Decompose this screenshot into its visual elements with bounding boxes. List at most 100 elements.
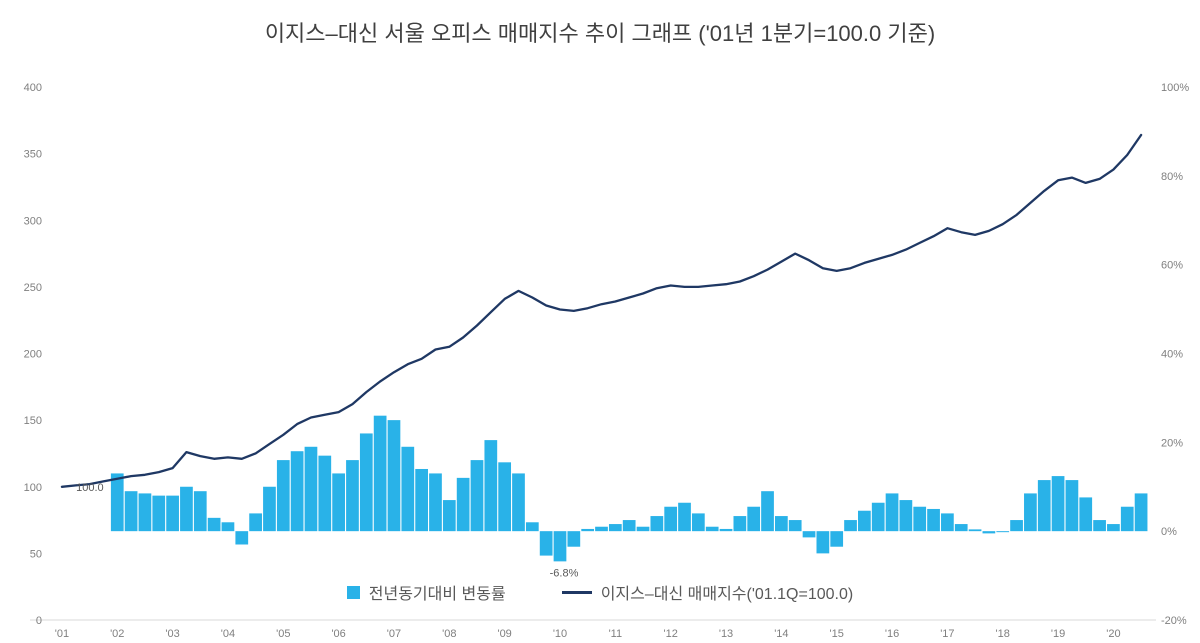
yoy-change-bar [207,517,221,532]
x-axis-tick-label: '10 [553,628,567,640]
right-axis-tick-label: 60% [1161,260,1183,272]
yoy-change-bar [830,531,844,547]
yoy-change-bar [1079,497,1093,532]
yoy-change-bar [1065,480,1079,532]
yoy-change-bar [871,502,885,532]
yoy-change-bar [373,415,387,532]
yoy-change-bar [110,473,124,532]
yoy-change-bar [359,433,373,532]
left-axis-tick-label: 250 [24,282,42,294]
yoy-change-bar [263,486,276,532]
yoy-change-bar [996,531,1010,533]
x-axis-tick-label: '15 [830,628,844,640]
yoy-change-bar [581,528,595,532]
data-annotation: 100.0 [76,482,104,494]
x-axis-tick-label: '08 [442,628,456,640]
yoy-change-bar [152,495,166,532]
yoy-change-bar [719,528,733,532]
yoy-change-bar [885,493,899,532]
yoy-change-bar [1107,524,1120,532]
yoy-change-bar [470,460,484,532]
yoy-change-bar [705,526,719,532]
yoy-change-bar [858,510,871,532]
x-axis-tick-label: '13 [719,628,733,640]
right-axis-tick-label: 40% [1161,349,1183,361]
left-axis-tick-label: 0 [36,615,42,627]
yoy-change-bar [816,531,830,554]
yoy-change-bar [761,491,774,532]
yoy-change-bar [788,520,802,532]
x-axis-tick-label: '20 [1106,628,1120,640]
x-axis-tick-label: '05 [276,628,290,640]
x-axis-tick-label: '11 [609,628,623,640]
right-axis-tick-label: -20% [1161,615,1187,627]
yoy-change-bar [691,513,705,532]
yoy-change-bar [346,460,359,532]
yoy-change-bar [525,522,539,532]
yoy-change-bar [733,516,747,532]
left-axis-tick-label: 400 [24,82,42,94]
yoy-change-bar [678,502,691,532]
x-axis-tick-label: '14 [774,628,788,640]
yoy-change-bar [802,531,816,538]
left-axis-tick-label: 100 [24,482,42,494]
price-index-line [60,133,1143,488]
yoy-change-bar [180,486,193,532]
right-axis-tick-label: 0% [1161,526,1177,538]
left-axis-tick-label: 350 [24,149,42,161]
yoy-change-bar [1051,476,1065,532]
yoy-change-bar [138,493,152,532]
yoy-change-bar [332,473,345,532]
yoy-change-bar [1037,480,1051,532]
left-axis-tick-label: 150 [24,415,42,427]
x-axis-tick-label: '12 [664,628,678,640]
data-annotation: -6.8% [550,567,579,579]
x-axis-tick-label: '07 [387,628,401,640]
yoy-change-bar [304,446,318,532]
yoy-change-bar [1010,520,1023,532]
yoy-change-bar [747,506,761,532]
yoy-change-bar [636,526,650,532]
chart-title: 이지스–대신 서울 오피스 매매지수 추이 그래프 ('01년 1분기=100.… [264,21,936,46]
yoy-change-bar [927,508,940,532]
yoy-change-bar [650,516,664,532]
yoy-change-bar [124,491,138,532]
yoy-change-bar [1093,520,1106,532]
yoy-change-bar [484,440,498,532]
x-axis-tick-label: '19 [1051,628,1065,640]
yoy-change-bar [166,495,179,532]
yoy-change-bar [456,477,470,532]
x-axis-tick-label: '02 [110,628,124,640]
yoy-change-bar [539,531,553,556]
yoy-change-bar [567,531,581,547]
yoy-change-bar [221,522,235,532]
left-axis-tick-label: 300 [24,215,42,227]
yoy-change-bar [954,524,968,532]
yoy-change-bar [512,473,525,532]
right-axis-tick-label: 80% [1161,171,1183,183]
yoy-change-bar [844,520,857,532]
yoy-change-bar [622,520,636,532]
left-axis-tick-label: 50 [30,548,42,560]
yoy-change-bar [553,531,567,562]
yoy-change-bar [608,524,622,532]
yoy-change-bar [318,455,332,532]
yoy-change-bar [1024,493,1037,532]
yoy-change-bar [290,451,304,532]
left-axis-tick-label: 200 [24,349,42,361]
x-axis-tick-label: '09 [497,628,511,640]
x-axis-tick-label: '17 [940,628,954,640]
yoy-change-bar [442,500,456,532]
yoy-change-bar [429,473,442,532]
yoy-change-bar [415,468,429,532]
x-axis-tick-label: '06 [331,628,345,640]
yoy-change-bar [1120,506,1134,532]
x-axis-tick-label: '16 [885,628,899,640]
yoy-change-bar [193,491,207,532]
yoy-change-bar [595,526,608,532]
right-axis-tick-label: 100% [1161,82,1189,94]
x-axis-tick-label: '18 [996,628,1010,640]
yoy-change-bar [1134,493,1148,532]
